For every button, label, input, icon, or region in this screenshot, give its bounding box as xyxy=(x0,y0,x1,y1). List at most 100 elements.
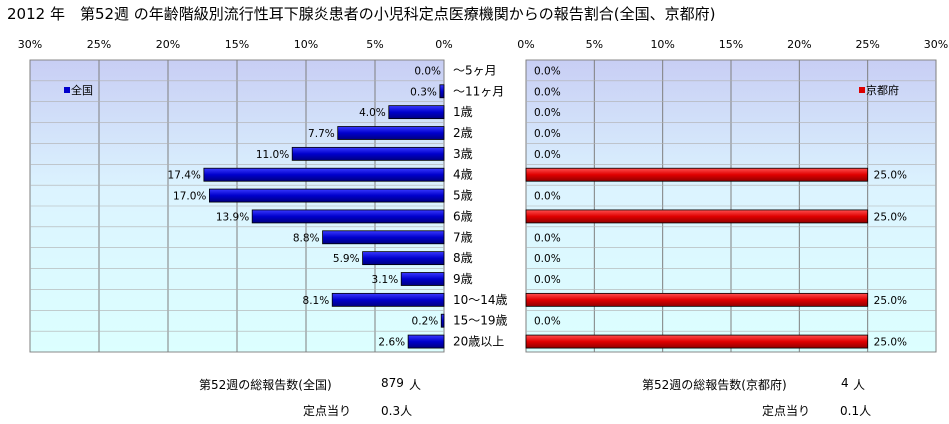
left-tick-label: 30% xyxy=(18,38,42,51)
category-label: 20歳以上 xyxy=(453,335,504,349)
left-bar xyxy=(400,272,445,286)
right-bar xyxy=(525,292,869,307)
right-data-label: 25.0% xyxy=(874,337,907,349)
left-tick-label: 10% xyxy=(294,38,318,51)
left-tick-label: 25% xyxy=(87,38,111,51)
left-data-label: 17.0% xyxy=(173,191,206,203)
right-tick-label: 15% xyxy=(719,38,743,51)
left-axis-ticks: 30% 25% 20% 15% 10% 5% 0% xyxy=(18,38,453,51)
kyoto-total-label: 第52週の総報告数(京都府) xyxy=(642,378,787,392)
right-data-label: 0.0% xyxy=(534,86,561,98)
left-data-label: 11.0% xyxy=(256,149,289,161)
right-data-label: 0.0% xyxy=(534,232,561,244)
right-data-label: 0.0% xyxy=(534,128,561,140)
national-per-value: 0.3人 xyxy=(381,404,413,418)
category-label: 1歳 xyxy=(453,105,473,119)
category-label: 8歳 xyxy=(453,251,473,265)
left-data-label: 8.8% xyxy=(293,232,320,244)
left-bar xyxy=(203,167,445,182)
category-label: 9歳 xyxy=(453,272,473,286)
right-tick-label: 30% xyxy=(924,38,948,51)
category-label: 5歳 xyxy=(453,189,473,203)
national-total-value: 879 xyxy=(381,376,404,390)
left-data-label: 0.3% xyxy=(410,86,437,98)
left-bar xyxy=(388,105,445,120)
right-data-label: 0.0% xyxy=(534,107,561,119)
left-bar xyxy=(291,146,445,161)
kyoto-total-value: 4 xyxy=(841,376,849,390)
left-data-label: 5.9% xyxy=(333,253,360,265)
right-bar xyxy=(525,167,869,182)
kyoto-per-label: 定点当り xyxy=(762,404,811,418)
right-tick-label: 10% xyxy=(650,38,674,51)
national-total-unit: 人 xyxy=(409,378,422,392)
left-bar xyxy=(337,126,445,140)
chart-title: 2012 年 第52週 の年齢階級別流行性耳下腺炎患者の小児科定点医療機関からの… xyxy=(7,5,716,23)
right-data-labels: 0.0% 0.0% 0.0% 0.0% 0.0% 25.0% 0.0% 25.0% 0.0% 0.… xyxy=(534,65,907,348)
right-data-label: 0.0% xyxy=(534,253,561,265)
left-bar xyxy=(322,230,445,245)
left-legend: 全国 xyxy=(64,83,93,97)
national-per-label: 定点当り xyxy=(303,404,352,418)
right-data-label: 0.0% xyxy=(534,65,561,77)
left-panel: 30% 25% 20% 15% 10% 5% 0% 0.0% 0.3% 4.0% 7.7% 11.0… xyxy=(18,38,453,353)
right-bar xyxy=(525,209,869,224)
right-data-label: 25.0% xyxy=(874,295,907,307)
left-bar xyxy=(331,292,445,307)
category-label: ～11ヶ月 xyxy=(453,84,504,98)
right-tick-label: 20% xyxy=(787,38,811,51)
left-data-label: 3.1% xyxy=(372,274,399,286)
left-bar xyxy=(362,251,445,266)
right-data-label: 0.0% xyxy=(534,274,561,286)
left-data-label: 0.2% xyxy=(412,316,439,328)
left-legend-label: 全国 xyxy=(71,83,93,97)
category-label: 10～14歳 xyxy=(453,293,508,307)
left-bar xyxy=(251,209,445,224)
left-bar xyxy=(440,313,445,328)
left-bar xyxy=(439,84,445,99)
left-data-label: 0.0% xyxy=(414,65,441,77)
left-tick-label: 0% xyxy=(435,38,452,51)
right-bars xyxy=(525,167,869,349)
category-labels: ～5ヶ月 ～11ヶ月 1歳 2歳 3歳 4歳 5歳 6歳 7歳 8歳 9歳 10～14歳 15～19歳 2… xyxy=(453,63,508,348)
left-bars xyxy=(203,84,445,349)
right-axis-ticks: 0% 5% 10% 15% 20% 25% 30% xyxy=(517,38,948,51)
right-data-label: 0.0% xyxy=(534,149,561,161)
left-tick-label: 20% xyxy=(156,38,180,51)
right-tick-label: 25% xyxy=(855,38,879,51)
left-data-label: 13.9% xyxy=(216,211,249,223)
right-data-label: 25.0% xyxy=(874,170,907,182)
left-data-label: 7.7% xyxy=(308,128,335,140)
left-bar xyxy=(208,188,445,203)
kyoto-per-value: 0.1人 xyxy=(840,404,872,418)
right-data-label: 0.0% xyxy=(534,316,561,328)
left-data-label: 2.6% xyxy=(378,337,405,349)
left-legend-swatch xyxy=(64,87,70,93)
right-data-label: 0.0% xyxy=(534,191,561,203)
category-label: 3歳 xyxy=(453,147,473,161)
left-data-label: 17.4% xyxy=(168,170,201,182)
left-data-label: 4.0% xyxy=(359,107,386,119)
left-data-labels: 0.0% 0.3% 4.0% 7.7% 11.0% 17.4% 17.0% 13.9% 8.8%… xyxy=(168,65,441,348)
right-legend: 京都府 xyxy=(859,83,899,97)
right-legend-label: 京都府 xyxy=(866,83,899,97)
right-tick-label: 0% xyxy=(517,38,534,51)
left-tick-label: 5% xyxy=(366,38,383,51)
right-bar xyxy=(525,334,869,349)
kyoto-total-unit: 人 xyxy=(853,378,866,392)
left-bar xyxy=(407,334,445,349)
category-label: 7歳 xyxy=(453,230,473,244)
right-panel: 0% 5% 10% 15% 20% 25% 30% 0.0%0.0%0.0%0.0%0.0%… xyxy=(517,38,948,353)
right-legend-swatch xyxy=(859,87,865,93)
category-label: 4歳 xyxy=(453,168,473,182)
category-label: 15～19歳 xyxy=(453,314,508,328)
national-total-label: 第52週の総報告数(全国) xyxy=(199,378,332,392)
left-data-label: 8.1% xyxy=(303,295,330,307)
right-data-label: 25.0% xyxy=(874,211,907,223)
category-label: 6歳 xyxy=(453,209,473,223)
category-label: 2歳 xyxy=(453,126,473,140)
right-gridlines xyxy=(525,60,937,352)
right-tick-label: 5% xyxy=(586,38,603,51)
category-label: ～5ヶ月 xyxy=(453,63,497,77)
